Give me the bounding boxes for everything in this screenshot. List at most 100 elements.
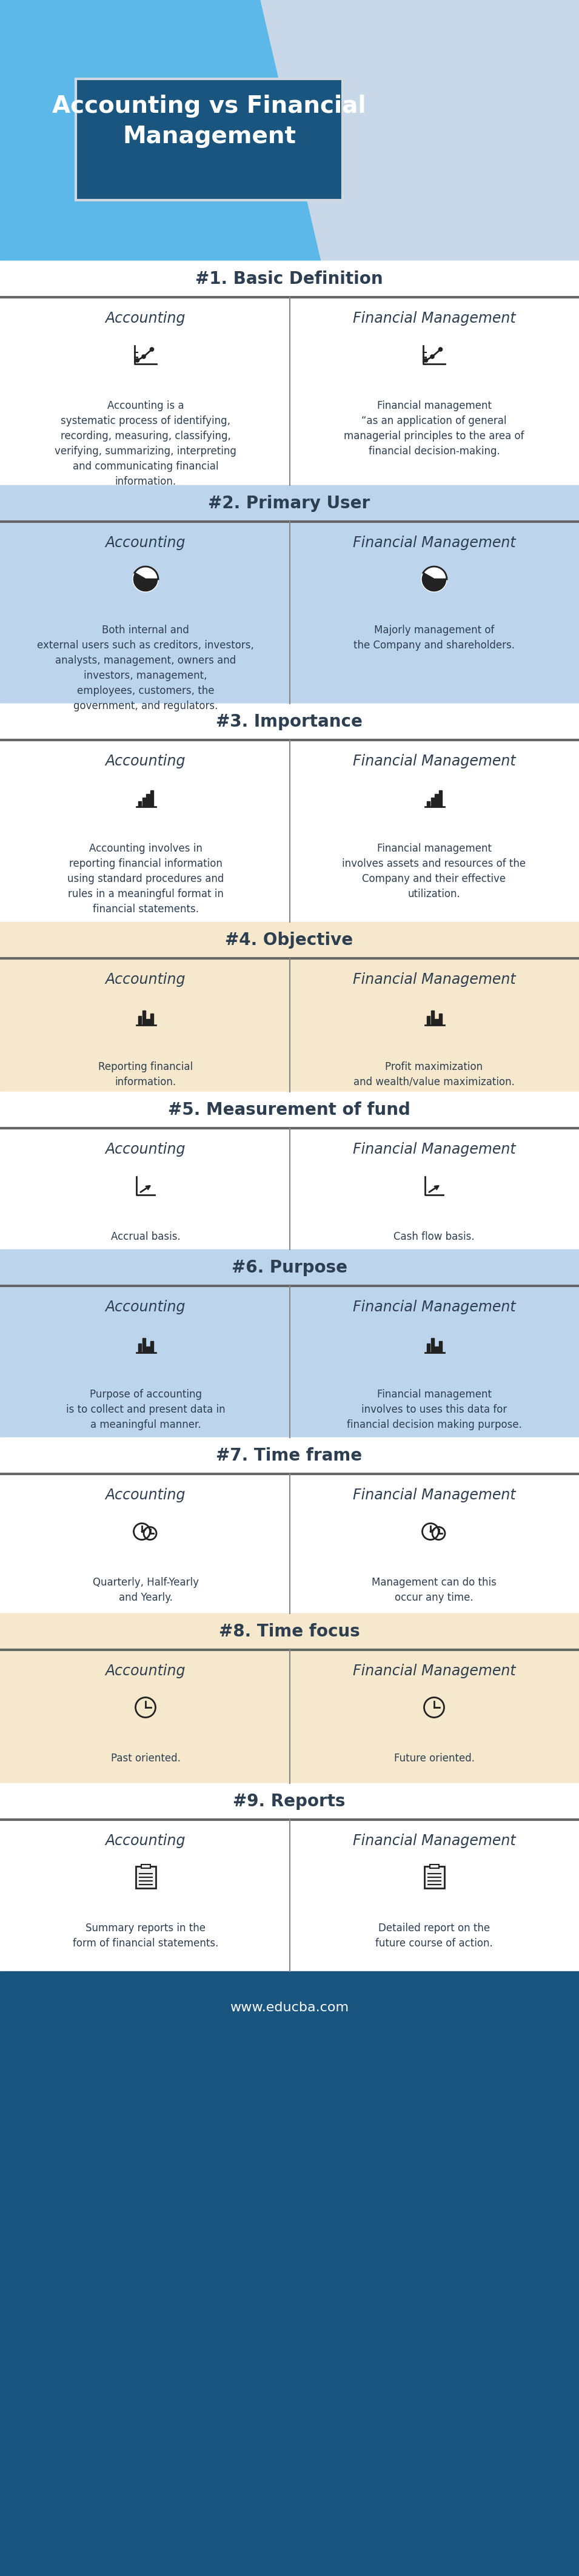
Polygon shape	[321, 0, 579, 260]
Text: Accrual basis.: Accrual basis.	[111, 1231, 180, 1242]
Text: Future oriented.: Future oriented.	[394, 1752, 474, 1765]
Bar	[150, 791, 153, 806]
Bar	[142, 799, 145, 806]
Text: www.educba.com: www.educba.com	[230, 2002, 349, 2014]
Text: Financial management
involves to uses this data for
financial decision making pu: Financial management involves to uses th…	[346, 1388, 522, 1430]
Bar	[150, 1012, 153, 1025]
Text: Accounting: Accounting	[105, 1301, 186, 1314]
Text: Reporting financial
information.: Reporting financial information.	[98, 1061, 193, 1087]
Bar	[0, 1783, 579, 1971]
Text: Summary reports in the
form of financial statements.: Summary reports in the form of financial…	[72, 1922, 218, 1950]
Bar	[0, 703, 579, 739]
Bar	[138, 1345, 141, 1352]
Bar	[142, 1010, 145, 1025]
Text: Accounting: Accounting	[105, 1489, 186, 1502]
Bar	[0, 260, 579, 296]
Text: Financial Management: Financial Management	[353, 1301, 515, 1314]
Bar	[0, 1092, 579, 1128]
Wedge shape	[423, 567, 447, 580]
Text: Accounting vs Financial
Management: Accounting vs Financial Management	[52, 95, 366, 147]
Text: Financial Management: Financial Management	[353, 971, 515, 987]
Bar	[0, 922, 579, 1092]
Bar	[427, 1015, 430, 1025]
Bar	[0, 1092, 579, 1249]
Text: #9. Reports: #9. Reports	[233, 1793, 346, 1811]
Bar	[431, 1337, 434, 1352]
Bar	[0, 1613, 579, 1649]
Text: Financial management
involves assets and resources of the
Company and their effe: Financial management involves assets and…	[342, 842, 526, 899]
Bar	[0, 922, 579, 958]
FancyBboxPatch shape	[135, 1868, 156, 1888]
Bar	[439, 791, 442, 806]
Bar	[427, 801, 430, 806]
Bar	[142, 1337, 145, 1352]
Bar	[0, 484, 579, 703]
Polygon shape	[261, 0, 412, 260]
Text: Past oriented.: Past oriented.	[111, 1752, 180, 1765]
Text: Accounting: Accounting	[105, 312, 186, 325]
Bar	[427, 1345, 430, 1352]
Text: Accounting involves in
reporting financial information
using standard procedures: Accounting involves in reporting financi…	[67, 842, 224, 914]
Text: Cash flow basis.: Cash flow basis.	[394, 1231, 475, 1242]
FancyBboxPatch shape	[430, 1865, 439, 1868]
Bar	[0, 1437, 579, 1613]
Bar	[0, 1249, 579, 1285]
Text: Accounting: Accounting	[105, 1664, 186, 1680]
Bar	[0, 260, 579, 484]
Bar	[138, 1015, 141, 1025]
Text: Management can do this
occur any time.: Management can do this occur any time.	[372, 1577, 497, 1602]
FancyBboxPatch shape	[76, 80, 343, 201]
Text: Accounting is a
systematic process of identifying,
recording, measuring, classif: Accounting is a systematic process of id…	[54, 399, 236, 487]
Text: #6. Purpose: #6. Purpose	[231, 1260, 347, 1275]
Text: Accounting: Accounting	[105, 755, 186, 768]
Wedge shape	[422, 572, 447, 592]
Bar	[146, 793, 149, 806]
Bar	[0, 1249, 579, 1437]
Text: Both internal and
external users such as creditors, investors,
analysts, managem: Both internal and external users such as…	[37, 626, 254, 711]
Text: Financial Management: Financial Management	[353, 312, 515, 325]
Bar	[150, 1340, 153, 1352]
Text: Financial Management: Financial Management	[353, 1141, 515, 1157]
Text: #7. Time frame: #7. Time frame	[216, 1448, 362, 1463]
Bar	[146, 1018, 149, 1025]
Bar	[431, 799, 434, 806]
Bar	[0, 484, 579, 520]
Bar	[138, 801, 141, 806]
Text: Financial Management: Financial Management	[353, 1664, 515, 1680]
Text: Detailed report on the
future course of action.: Detailed report on the future course of …	[375, 1922, 493, 1950]
FancyBboxPatch shape	[141, 1865, 150, 1868]
Bar	[431, 1010, 434, 1025]
Bar	[435, 1347, 438, 1352]
Text: Quarterly, Half-Yearly
and Yearly.: Quarterly, Half-Yearly and Yearly.	[93, 1577, 199, 1602]
Text: Accounting: Accounting	[105, 971, 186, 987]
Text: Accounting: Accounting	[105, 1141, 186, 1157]
FancyBboxPatch shape	[424, 1868, 444, 1888]
Text: Financial management
“as an application of general
managerial principles to the : Financial management “as an application …	[344, 399, 524, 456]
Text: #2. Primary User: #2. Primary User	[208, 495, 370, 513]
Wedge shape	[133, 572, 158, 592]
Text: #4. Objective: #4. Objective	[225, 933, 353, 948]
Bar	[0, 0, 579, 260]
Text: #3. Importance: #3. Importance	[216, 714, 362, 729]
Text: Financial Management: Financial Management	[353, 1489, 515, 1502]
Text: Purpose of accounting
is to collect and present data in
a meaningful manner.: Purpose of accounting is to collect and …	[66, 1388, 225, 1430]
Text: Financial Management: Financial Management	[353, 1834, 515, 1847]
Bar	[0, 1971, 579, 2576]
Text: #1. Basic Definition: #1. Basic Definition	[195, 270, 383, 289]
Bar	[435, 793, 438, 806]
Text: Financial Management: Financial Management	[353, 755, 515, 768]
Text: #8. Time focus: #8. Time focus	[219, 1623, 360, 1641]
Text: Profit maximization
and wealth/value maximization.: Profit maximization and wealth/value max…	[354, 1061, 515, 1087]
Text: Accounting: Accounting	[105, 1834, 186, 1847]
Bar	[435, 1018, 438, 1025]
Text: Accounting: Accounting	[105, 536, 186, 551]
Wedge shape	[134, 567, 158, 580]
Bar	[0, 1437, 579, 1473]
Bar	[146, 1347, 149, 1352]
Text: Financial Management: Financial Management	[353, 536, 515, 551]
Bar	[0, 1783, 579, 1819]
Text: #5. Measurement of fund: #5. Measurement of fund	[168, 1103, 411, 1118]
Bar	[0, 703, 579, 922]
Bar	[0, 1613, 579, 1783]
Bar	[439, 1012, 442, 1025]
